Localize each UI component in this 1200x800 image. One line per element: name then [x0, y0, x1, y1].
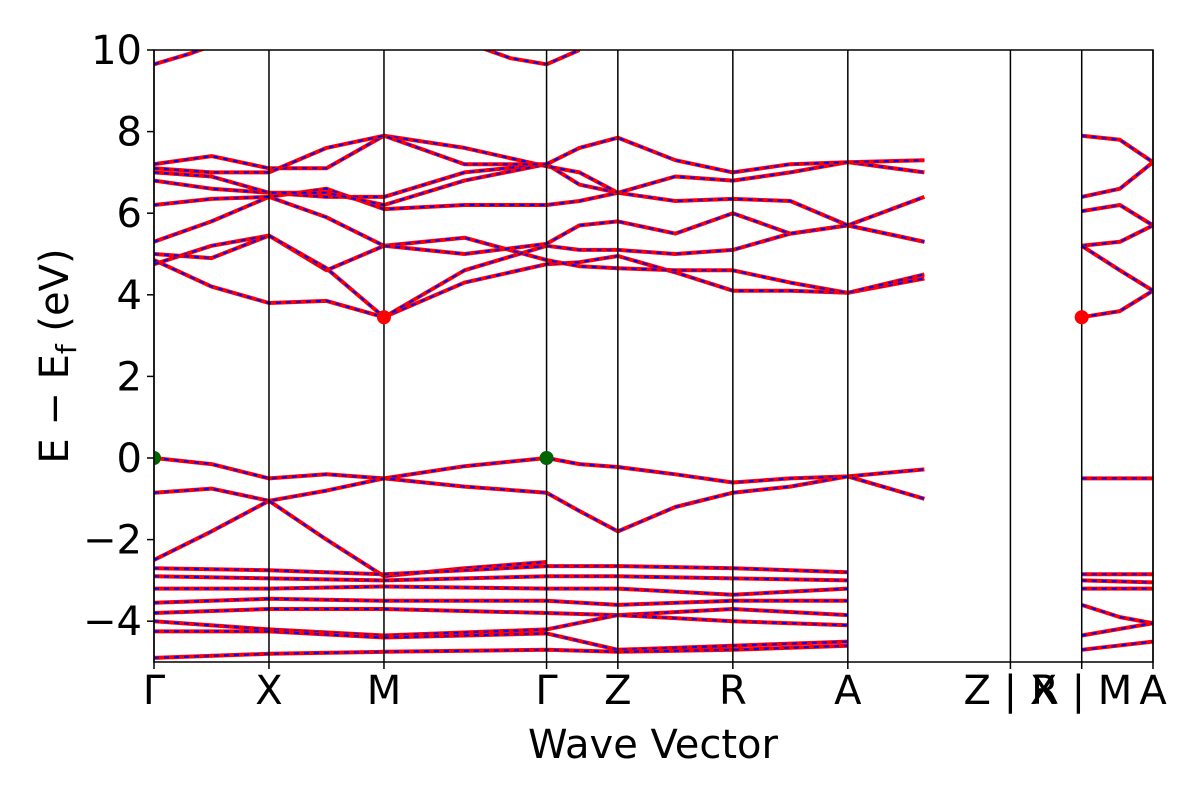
band-line: [154, 646, 1010, 658]
band-line: [1081, 223, 1153, 248]
plot-frame: [153, 49, 1154, 663]
vbm-point: [154, 451, 161, 465]
y-tick-label: 10: [91, 28, 142, 74]
band-line: [154, 574, 1010, 580]
band-line: [1081, 133, 1153, 164]
band-line: [1081, 160, 1153, 199]
x-tick-label: X: [255, 668, 282, 714]
band-line-dashed: [1081, 579, 1153, 584]
y-tick-label: −2: [83, 518, 142, 564]
band-line-dashed: [154, 189, 1010, 246]
band-line-dashed: [484, 50, 580, 66]
band-line: [1081, 203, 1153, 228]
x-tick-label: R | M: [1031, 668, 1132, 714]
band-line: [154, 605, 1010, 615]
band-line: [154, 476, 1010, 531]
band-line-dashed: [154, 499, 547, 578]
band-line-dashed: [1081, 224, 1153, 247]
y-tick-label: 8: [117, 110, 142, 156]
y-tick-label: 6: [117, 191, 142, 237]
x-tick-label: R: [719, 668, 747, 714]
y-axis-title-unit: (eV): [32, 248, 78, 344]
y-tick-label: 4: [117, 273, 142, 319]
band-line-dashed: [1081, 203, 1153, 227]
band-line-dashed: [1081, 289, 1153, 319]
x-tick-label: Z | X: [964, 668, 1058, 714]
extrema-points-group: [154, 310, 1089, 465]
x-tick-label: Γ: [143, 668, 166, 714]
vbm-point: [539, 451, 554, 465]
band-line: [154, 597, 1010, 605]
band-line-dashed: [154, 50, 203, 66]
y-tick-label: 2: [117, 354, 142, 400]
band-line: [154, 458, 1010, 483]
band-line-dashed: [1081, 161, 1153, 198]
cbm-point: [1074, 310, 1089, 325]
band-line: [154, 498, 547, 579]
y-axis-title-main: E − E: [32, 354, 78, 464]
band-line-dashed: [154, 134, 547, 174]
band-line-dashed: [1081, 244, 1153, 292]
band-line-dashed: [1081, 603, 1153, 625]
y-tick-label: 0: [117, 436, 142, 482]
band-line: [154, 189, 1010, 246]
y-ticks-group: −4 −2 0 2 4 6 8 10: [83, 28, 154, 645]
y-axis-title-subscript: f: [50, 343, 83, 354]
band-line-dashed: [1081, 622, 1153, 637]
x-tick-label: A: [1139, 668, 1167, 714]
x-tick-label: Γ: [535, 668, 558, 714]
y-axis-title: E − Ef (eV): [32, 248, 83, 463]
x-tick-label: Z: [604, 668, 631, 714]
x-tick-label: M: [367, 668, 402, 714]
band-line-dashed: [1081, 640, 1153, 651]
band-line-dashed: [1081, 134, 1153, 164]
band-line: [1081, 288, 1153, 320]
kpath-lines-group: [153, 50, 1154, 662]
x-axis-title: Wave Vector: [528, 722, 779, 768]
cbm-point: [376, 310, 391, 325]
y-tick-label: −4: [83, 599, 142, 645]
bands-group: [154, 50, 1153, 658]
band-line: [154, 564, 1010, 574]
band-line: [154, 585, 1010, 595]
band-line: [154, 629, 1010, 649]
x-tick-label: A: [834, 668, 862, 714]
